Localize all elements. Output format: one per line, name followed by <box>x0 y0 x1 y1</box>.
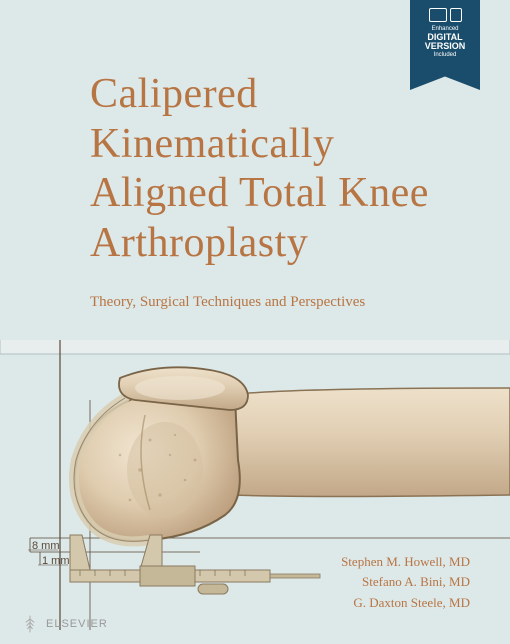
title-line4: Arthroplasty <box>90 220 308 266</box>
badge-bottom-text: Included <box>414 52 476 59</box>
caliper-slider <box>140 566 195 586</box>
patella-highlight <box>135 376 225 400</box>
badge-device-icons <box>414 8 476 22</box>
author-1: Stephen M. Howell, MD <box>341 552 470 573</box>
title-line1: Calipered <box>90 71 258 117</box>
dimension-labels: 8 mm 1 mm <box>28 538 70 567</box>
femur-shaft <box>230 388 510 497</box>
title-line3: Aligned Total Knee <box>90 170 429 216</box>
book-subtitle: Theory, Surgical Techniques and Perspect… <box>90 294 470 311</box>
caliper-depth-rod <box>270 574 320 578</box>
authors-block: Stephen M. Howell, MD Stefano A. Bini, M… <box>341 552 470 614</box>
badge-main-line2: VERSION <box>414 42 476 52</box>
book-title: Calipered Kinematically Aligned Total Kn… <box>90 70 470 268</box>
publisher-name: ELSEVIER <box>46 618 108 630</box>
author-3: G. Daxton Steele, MD <box>341 593 470 614</box>
publisher-block: ELSEVIER <box>20 614 108 634</box>
caliper-thumbwheel <box>198 584 228 594</box>
title-block: Calipered Kinematically Aligned Total Kn… <box>90 70 470 311</box>
caliper-fixed-jaw <box>70 535 90 570</box>
elsevier-tree-icon <box>20 614 40 634</box>
monitor-icon <box>429 8 447 22</box>
tablet-icon <box>450 8 462 22</box>
title-line2: Kinematically <box>90 121 334 167</box>
horizontal-band <box>0 340 510 354</box>
author-2: Stefano A. Bini, MD <box>341 572 470 593</box>
caliper <box>70 535 320 594</box>
